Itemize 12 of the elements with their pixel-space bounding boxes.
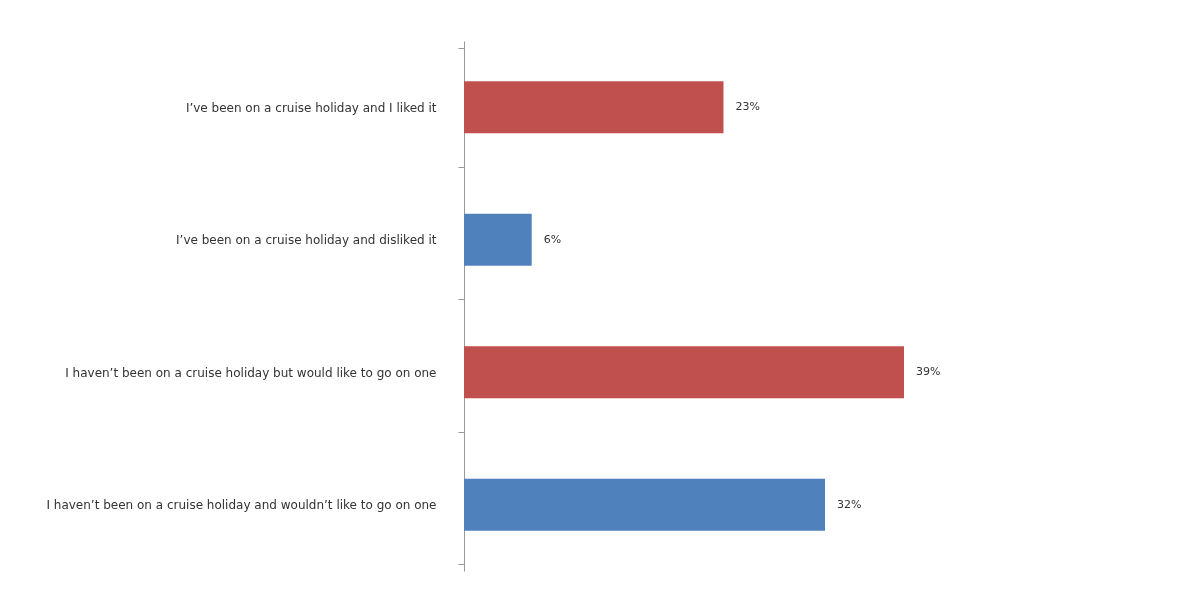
bar [464, 213, 532, 266]
y-tick-label: I haven’t been on a cruise holiday but would like to go on one [65, 365, 437, 380]
y-tick-label: I haven’t been on a cruise holiday and wouldn’t like to go on one [46, 498, 437, 513]
bar [464, 81, 724, 134]
data-label: 32% [837, 497, 862, 511]
data-label: 6% [543, 232, 562, 246]
bar [464, 346, 904, 399]
data-label: 23% [735, 100, 760, 114]
y-tick-label: I’ve been on a cruise holiday and disliked it [176, 233, 437, 248]
y-tick-label: I’ve been on a cruise holiday and I liked it [185, 100, 437, 115]
bar [464, 478, 826, 531]
data-label: 39% [916, 365, 941, 379]
